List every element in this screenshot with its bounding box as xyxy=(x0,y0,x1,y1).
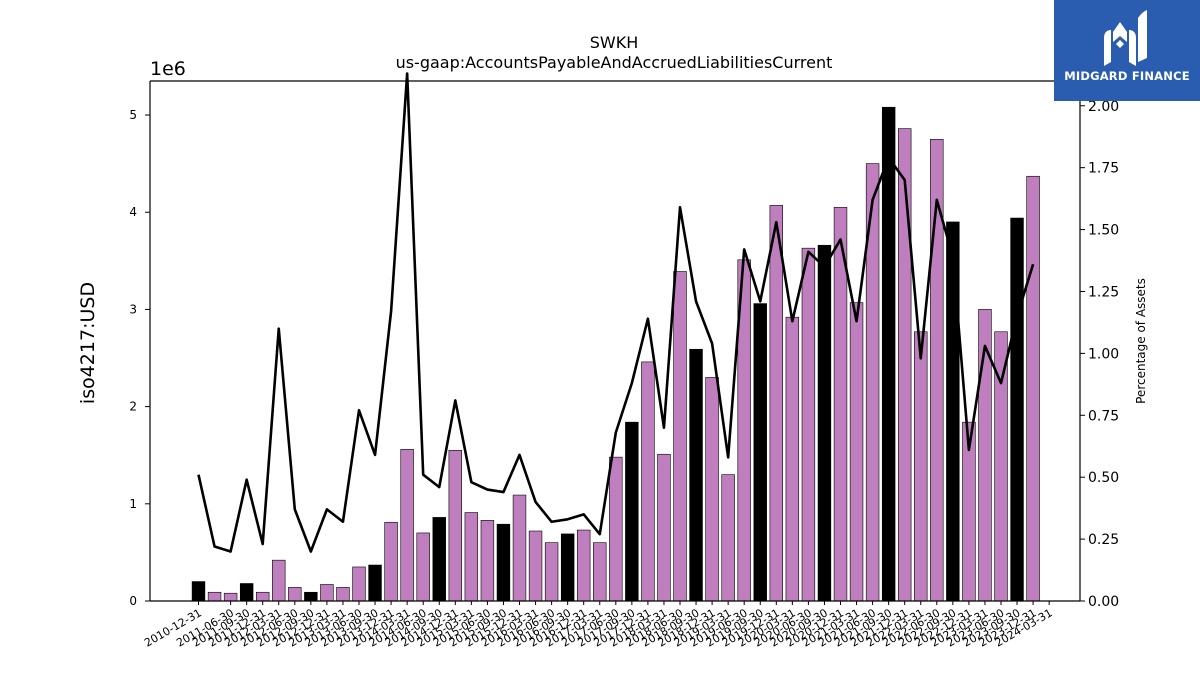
y2-tick-label: 2.00 xyxy=(1088,99,1119,115)
y-tick-label: 3 xyxy=(129,302,137,316)
bar xyxy=(673,271,687,602)
bar xyxy=(464,512,479,602)
x-axis-ticks: 2010-12-312011-06-302011-09-302011-12-31… xyxy=(142,601,1055,650)
bar xyxy=(480,520,495,602)
bar xyxy=(191,581,206,602)
bar xyxy=(641,361,655,602)
bar xyxy=(336,587,350,602)
bar xyxy=(432,517,446,602)
y2-tick-label: 0.00 xyxy=(1088,594,1119,610)
bar xyxy=(625,421,639,602)
bar xyxy=(1010,217,1024,602)
bar xyxy=(288,587,302,602)
y2-tick-label: 0.50 xyxy=(1088,470,1119,486)
bar xyxy=(657,453,671,602)
bar-series xyxy=(191,106,1040,602)
bar xyxy=(609,456,623,602)
bar xyxy=(384,521,398,602)
midgard-finance-logo: MIDGARD FINANCE xyxy=(1054,0,1200,101)
y2-tick-label: 0.25 xyxy=(1088,532,1119,548)
bar xyxy=(448,450,462,602)
y-tick-label: 1 xyxy=(129,497,137,511)
bar xyxy=(593,542,607,602)
bar xyxy=(897,128,912,602)
bar xyxy=(272,559,286,602)
bar xyxy=(785,316,800,602)
logo-text: MIDGARD FINANCE xyxy=(1064,69,1190,83)
bar xyxy=(544,542,559,602)
y2-tick-label: 1.50 xyxy=(1088,223,1119,239)
chart-title: SWKH xyxy=(590,33,639,52)
bar xyxy=(207,591,222,602)
y-tick-label: 5 xyxy=(129,108,137,122)
bar xyxy=(368,564,382,602)
bar xyxy=(560,533,575,602)
logo-mark-icon xyxy=(1104,10,1147,66)
bar xyxy=(352,566,366,602)
bar xyxy=(496,523,511,602)
bar xyxy=(689,348,703,602)
bar xyxy=(239,583,254,602)
bar xyxy=(769,205,784,602)
bar xyxy=(223,592,238,602)
y2-tick-label: 1.00 xyxy=(1088,346,1119,362)
bar xyxy=(320,584,334,602)
y-tick-label: 4 xyxy=(129,205,137,219)
bar xyxy=(1026,175,1040,602)
bar xyxy=(576,529,591,602)
bar xyxy=(721,474,735,602)
bar xyxy=(400,449,414,602)
chart-subtitle: us-gaap:AccountsPayableAndAccruedLiabili… xyxy=(396,53,833,72)
y2-tick-label: 1.25 xyxy=(1088,284,1119,300)
y-axis-label: iso4217:USD xyxy=(77,282,99,404)
bar xyxy=(705,377,719,602)
bar xyxy=(416,532,430,602)
line-series xyxy=(197,72,1035,553)
y-tick-label: 2 xyxy=(129,400,137,414)
percentage-line xyxy=(197,72,1035,553)
bar xyxy=(304,591,318,602)
bar xyxy=(753,303,767,602)
bar xyxy=(528,530,543,602)
y-multiplier-label: 1e6 xyxy=(150,58,186,80)
bar xyxy=(946,221,960,602)
bar xyxy=(255,591,270,602)
bar xyxy=(512,494,527,602)
right-axis-ticks: 0.00 0.25 0.50 0.75 1.00 1.25 1.50 1.75 2.00 xyxy=(1080,99,1119,610)
y2-tick-label: 1.75 xyxy=(1088,161,1119,177)
bar xyxy=(801,247,816,602)
bar xyxy=(881,106,896,602)
bar xyxy=(817,244,832,602)
bar xyxy=(914,331,928,602)
y2-tick-label: 0.75 xyxy=(1088,408,1119,424)
bar xyxy=(849,302,864,602)
y2-axis-label: Percentage of Assets xyxy=(1134,278,1148,404)
left-axis-ticks: 0 1 2 3 4 5 xyxy=(129,108,150,608)
y-tick-label: 0 xyxy=(129,594,137,608)
